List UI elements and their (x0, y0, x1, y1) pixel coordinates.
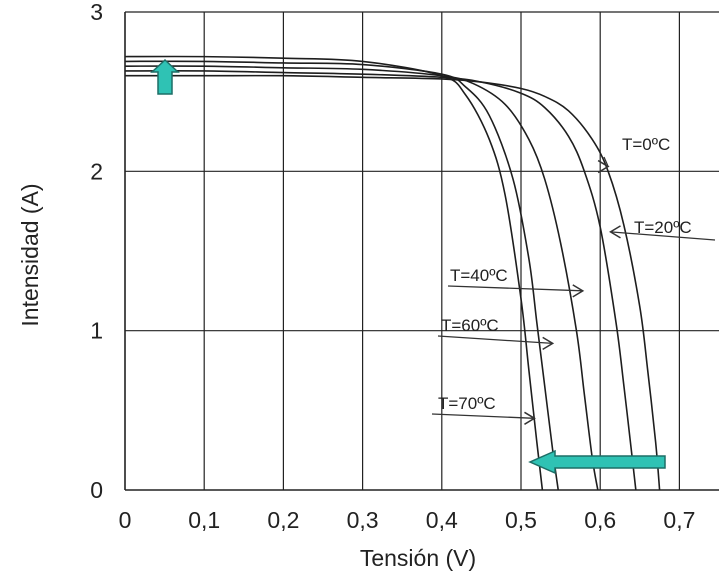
y-tick-labels: 0 1 2 3 (90, 0, 103, 503)
annotation-arrowhead (597, 159, 610, 174)
series-line-4 (124, 60, 560, 491)
x-tick-label: 0,2 (267, 507, 299, 533)
annotation-arrowhead (609, 225, 621, 239)
annotation-leader (447, 285, 583, 292)
y-tick-label: 3 (90, 0, 103, 25)
trend-arrow-left (528, 449, 666, 475)
annotation-label: T=20ºC (634, 218, 692, 237)
annotation-label: T=70ºC (438, 394, 496, 413)
y-axis-title: Intensidad (A) (17, 183, 43, 326)
annotation-leader (603, 156, 609, 167)
annotation-leader (431, 413, 535, 419)
annotation-5: T=70ºC (431, 394, 536, 425)
x-tick-label: 0 (119, 507, 132, 533)
series-line-1 (125, 74, 661, 491)
x-tick-label: 0,3 (347, 507, 379, 533)
x-tick-label: 0,4 (426, 507, 458, 533)
y-tick-label: 0 (90, 477, 103, 503)
annotation-leader (610, 231, 716, 241)
annotation-3: T=40ºC (447, 266, 585, 298)
x-tick-label: 0,6 (584, 507, 616, 533)
trend-arrows (150, 58, 666, 475)
annotation-4: T=60ºC (437, 316, 555, 351)
annotation-arrowhead (572, 284, 585, 298)
annotation-leader (437, 335, 553, 345)
annotation-arrowhead (524, 411, 536, 425)
series-line-2 (124, 70, 637, 491)
annotation-2: T=20ºC (609, 218, 716, 241)
annotation-label: T=60ºC (441, 316, 499, 335)
annotation-label: T=40ºC (450, 266, 508, 285)
y-tick-label: 2 (90, 158, 103, 184)
y-tick-label: 1 (90, 318, 103, 344)
series-line-5 (124, 55, 544, 491)
x-tick-labels: 0 0,1 0,2 0,3 0,4 0,5 0,6 0,7 (119, 507, 696, 533)
x-tick-label: 0,5 (505, 507, 537, 533)
plot-frame (124, 12, 719, 491)
trend-arrow-up (150, 58, 180, 95)
x-tick-label: 0,1 (188, 507, 220, 533)
x-axis-title: Tensión (V) (360, 545, 476, 571)
series-lines (124, 55, 661, 491)
grid (125, 11, 719, 490)
x-tick-label: 0,7 (663, 507, 695, 533)
temperature-annotations: T=0ºC T=20ºC T=40ºC T=60ºC T=70ºC (431, 135, 716, 425)
series-line-3 (124, 65, 599, 491)
annotation-label: T=0ºC (622, 135, 670, 154)
annotation-arrowhead (542, 336, 555, 351)
annotation-1: T=0ºC (597, 135, 670, 174)
